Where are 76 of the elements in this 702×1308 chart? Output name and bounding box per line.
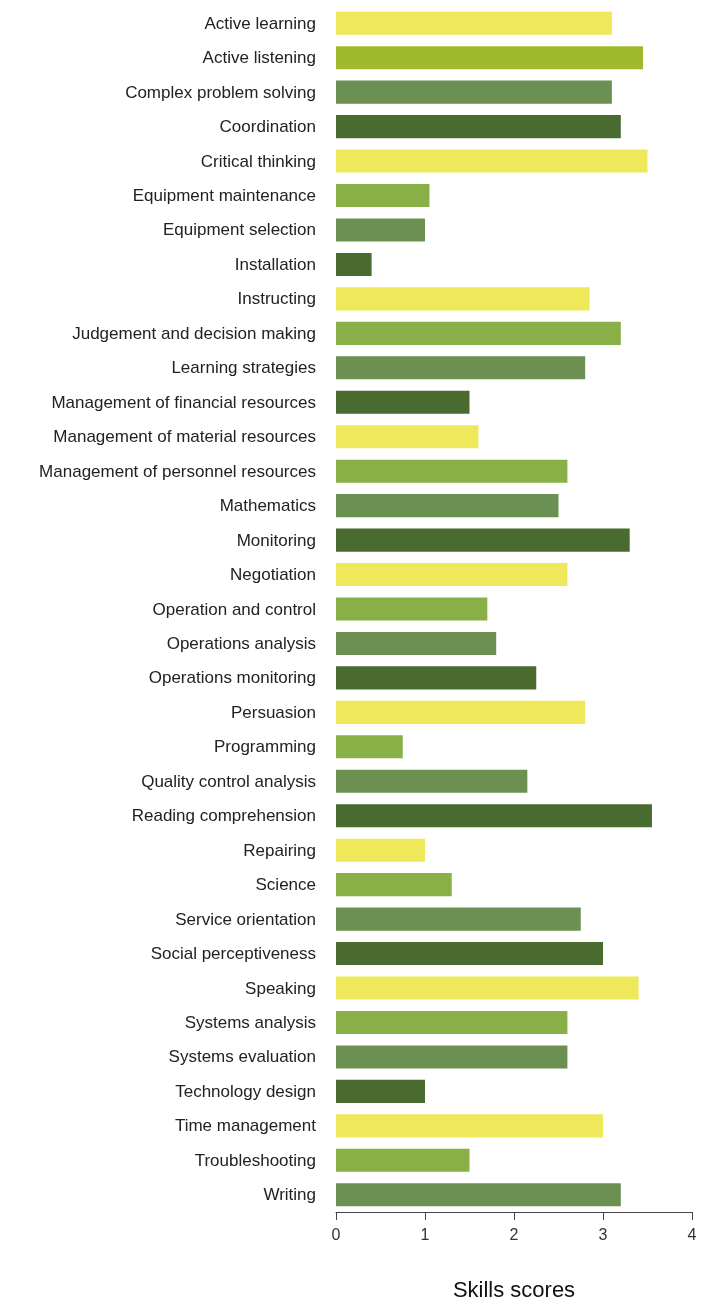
y-tick-label: Installation [234,254,316,274]
bar [336,907,581,931]
y-tick-label: Complex problem solving [125,82,316,102]
y-tick-label: Science [255,875,316,895]
y-tick-label: Operations monitoring [148,668,316,688]
y-tick-label: Equipment selection [162,220,316,240]
bar [336,563,568,587]
bar [336,769,528,793]
bar [336,390,470,414]
bar [336,149,648,173]
x-axis-title: Skills scores [452,1276,576,1302]
bar [336,287,590,311]
bar [336,1045,568,1069]
y-tick-label: Management of financial resources [51,392,316,412]
bar [336,46,644,70]
bar [336,115,621,139]
y-tick-label: Equipment maintenance [132,186,316,206]
y-tick-label: Time management [174,1116,317,1136]
y-tick-label: Operation and control [152,599,316,619]
y-tick-label: Technology design [175,1081,316,1101]
bar [336,459,568,483]
bar [336,1114,603,1138]
y-tick-label: Judgement and decision making [72,323,316,343]
y-tick-label: Social perceptiveness [150,944,316,964]
bar [336,735,403,759]
y-tick-label: Quality control analysis [141,771,316,791]
x-tick-label: 4 [687,1225,697,1243]
bar [336,597,488,621]
y-tick-label: Negotiation [229,565,316,585]
bar [336,218,425,242]
bar [336,80,612,104]
bar [336,11,612,35]
y-tick-label: Reading comprehension [131,806,316,826]
bar [336,873,452,897]
y-tick-label: Systems analysis [184,1012,316,1032]
y-tick-label: Management of personnel resources [39,461,316,481]
x-tick-label: 1 [420,1225,430,1243]
y-tick-label: Operations analysis [166,633,316,653]
bar [336,666,537,690]
x-tick-label: 0 [331,1225,341,1243]
bar [336,838,425,862]
y-tick-label: Management of material resources [53,427,316,447]
bar [336,494,559,518]
bar [336,183,430,208]
y-tick-label: Instructing [237,289,316,309]
bar [336,252,372,276]
y-tick-label: Active listening [202,48,316,68]
y-tick-label: Persuasion [230,702,316,722]
y-tick-label: Monitoring [236,530,316,550]
y-tick-label: Active learning [204,13,316,33]
y-tick-label: Writing [263,1185,316,1205]
y-tick-label: Service orientation [175,909,316,929]
y-tick-label: Speaking [245,978,316,998]
x-tick-label: 2 [509,1225,519,1243]
y-tick-label: Troubleshooting [194,1150,316,1170]
x-tick-label: 3 [598,1225,608,1243]
bar [336,356,586,380]
y-tick-label: Coordination [219,117,316,137]
bar [336,631,497,655]
bar [336,976,639,1000]
y-tick-label: Programming [213,737,316,757]
bar [336,942,603,966]
bar [336,804,652,828]
y-tick-label: Systems evaluation [168,1047,316,1067]
bar [336,528,630,552]
bar [336,1183,621,1207]
y-tick-label: Repairing [243,840,316,860]
bar [336,321,621,345]
y-tick-label: Learning strategies [171,358,316,378]
bar [336,700,586,724]
bar [336,425,479,449]
y-tick-label: Mathematics [219,496,316,516]
bar [336,1148,470,1172]
y-tick-label: Critical thinking [200,151,316,171]
bar [336,1010,568,1035]
bar [336,1079,425,1103]
